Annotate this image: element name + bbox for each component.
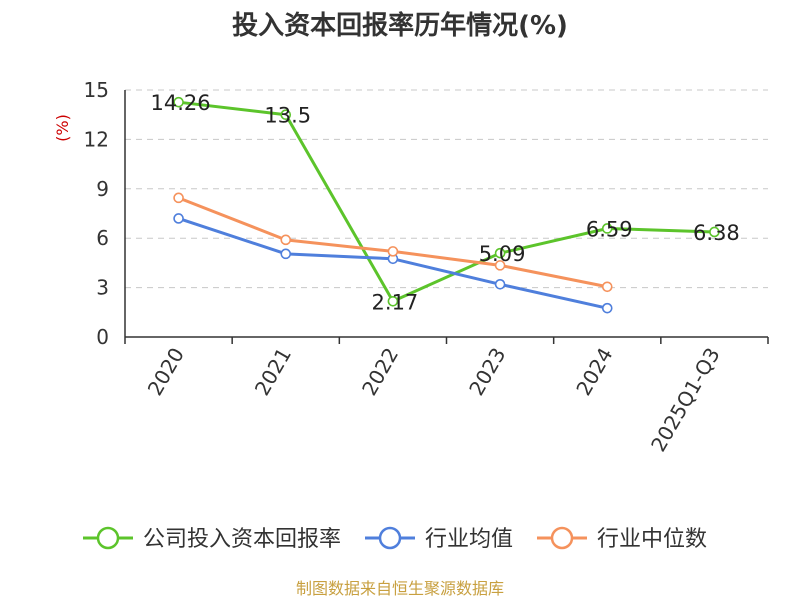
data-point[interactable] <box>494 247 506 259</box>
y-tick-label: 3 <box>96 276 109 300</box>
y-tick-label: 0 <box>96 325 109 349</box>
chart-title: 投入资本回报率历年情况(%) <box>232 10 568 41</box>
legend-marker-icon <box>550 526 574 550</box>
data-label: 6.38 <box>693 221 740 245</box>
legend-item-1[interactable]: 行业均值 <box>365 526 513 552</box>
legend-marker-icon <box>96 526 120 550</box>
data-point[interactable] <box>494 260 506 271</box>
data-point[interactable] <box>173 192 184 204</box>
data-label: 14.26 <box>151 91 211 115</box>
data-point[interactable] <box>280 234 292 246</box>
data-label: 6.59 <box>586 217 633 241</box>
x-tick-label: 2022 <box>357 344 403 400</box>
y-tick-label: 6 <box>96 226 109 250</box>
legend-item-2[interactable]: 行业中位数 <box>537 526 707 552</box>
x-tick-label: 2021 <box>250 344 296 400</box>
data-point[interactable] <box>601 302 613 314</box>
y-tick-label: 9 <box>96 177 109 201</box>
y-tick-label: 15 <box>84 78 109 102</box>
series-line-0 <box>178 100 715 303</box>
data-point[interactable] <box>280 248 292 260</box>
legend-label: 行业均值 <box>425 527 513 552</box>
data-point[interactable] <box>601 223 613 234</box>
legend-marker-icon <box>378 526 402 550</box>
x-tick-label: 2024 <box>571 344 617 400</box>
data-point[interactable] <box>173 213 184 224</box>
y-axis-label: (%) <box>53 114 72 142</box>
data-point[interactable] <box>173 96 184 108</box>
legend-label: 公司投入资本回报率 <box>143 527 341 552</box>
legend-label: 行业中位数 <box>597 527 707 552</box>
data-point[interactable] <box>387 295 399 307</box>
data-label: 13.5 <box>264 104 311 128</box>
legend-item-0[interactable]: 公司投入资本回报率 <box>83 526 341 552</box>
data-point[interactable] <box>280 109 292 120</box>
x-tick-label: 2020 <box>143 344 189 400</box>
x-tick-label: 2023 <box>464 344 510 400</box>
data-point[interactable] <box>387 246 399 257</box>
y-tick-label: 12 <box>84 127 109 151</box>
data-label: 5.09 <box>479 242 526 266</box>
source-note: 制图数据来自恒生聚源数据库 <box>296 579 504 598</box>
data-point[interactable] <box>494 279 506 290</box>
x-tick-label: 2025Q1-Q3 <box>646 344 725 456</box>
data-point[interactable] <box>709 226 720 238</box>
data-point[interactable] <box>601 281 613 293</box>
data-label: 2.17 <box>372 290 419 314</box>
